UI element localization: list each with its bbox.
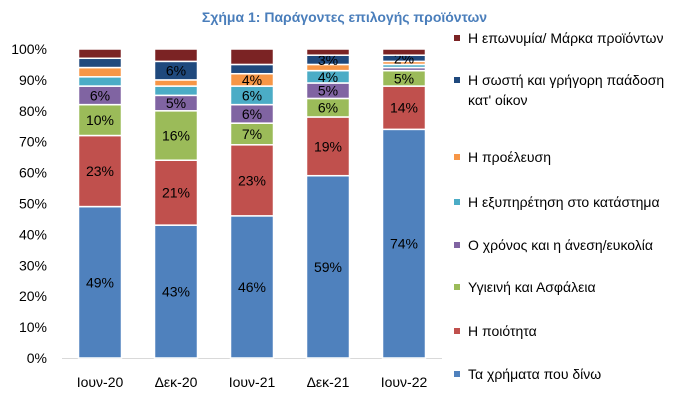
legend-swatch	[454, 199, 460, 205]
legend-label: Η εξυπηρέτηση στο κατάστημα	[468, 194, 660, 210]
legend-item: Η ποιότητα	[454, 321, 686, 341]
legend-item: Ο χρόνος και η άνεση/ευκολία	[454, 235, 686, 255]
bar-segment	[77, 48, 123, 60]
legend-swatch	[454, 154, 460, 160]
bar-segment	[153, 110, 199, 161]
bar-segment	[153, 224, 199, 359]
y-tick-label: 80%	[19, 103, 47, 119]
y-tick-label: 20%	[19, 288, 47, 304]
data-label: 7%	[242, 126, 262, 142]
x-tick-label: Ιουν-21	[229, 374, 276, 390]
bar-segment	[153, 79, 199, 87]
y-tick-label: 90%	[19, 72, 47, 88]
bar-segment	[229, 63, 275, 75]
y-tick-label: 30%	[19, 257, 47, 273]
legend-item: Τα χρήματα που δίνω	[454, 364, 686, 384]
data-label: 19%	[314, 138, 342, 154]
x-tick-label: Δεκ-21	[307, 374, 350, 390]
legend-label: Ο χρόνος και η άνεση/ευκολία	[468, 237, 654, 253]
legend-item: Η εξυπηρέτηση στο κατάστημα	[454, 192, 686, 212]
data-label: 4%	[318, 69, 338, 85]
legend-swatch	[454, 284, 460, 290]
data-label: 74%	[390, 236, 418, 252]
bar-segment	[381, 85, 427, 131]
bar-segment	[153, 159, 199, 226]
legend-item: Η σωστή και γρήγορη παάδοση κατ' οίκον	[454, 70, 686, 110]
legend-item: Η προέλευση	[454, 147, 686, 167]
data-label: 59%	[314, 259, 342, 275]
data-label: 10%	[86, 112, 114, 128]
data-label: 46%	[238, 279, 266, 295]
data-label: 6%	[318, 100, 338, 116]
y-tick-label: 60%	[19, 165, 47, 181]
chart-plot-area: 0% 10% 20% 30% 40% 50% 60% 70% 80% 90% 100% 49% 23% 1…	[11, 41, 442, 390]
data-label: 6%	[90, 87, 110, 103]
bar-segment	[305, 174, 351, 359]
legend-label: Υγιεινή και Ασφάλεια	[468, 279, 596, 295]
legend-item: Υγιεινή και Ασφάλεια	[454, 277, 686, 297]
bar-segment	[77, 76, 123, 87]
data-label: 16%	[162, 128, 190, 144]
bar-segment	[77, 134, 123, 208]
data-label: 23%	[86, 163, 114, 179]
legend-label: Η επωνυμία/ Μάρκα προϊόντων	[468, 30, 664, 46]
y-tick-label: 40%	[19, 226, 47, 242]
legend-label: Η προέλευση	[468, 149, 551, 165]
chart-title: Σχήμα 1: Παράγοντες επιλογής προϊόντων	[201, 9, 488, 25]
legend-label: Η ποιότητα	[468, 323, 537, 339]
data-label: 6%	[242, 106, 262, 122]
y-tick-label: 10%	[19, 319, 47, 335]
bar-segment	[229, 215, 275, 359]
y-tick-label: 100%	[11, 41, 47, 57]
legend-item: Η επωνυμία/ Μάρκα προϊόντων	[454, 28, 686, 48]
data-label: 6%	[242, 87, 262, 103]
bar-segment	[77, 205, 123, 359]
data-label: 14%	[390, 100, 418, 116]
data-label: 23%	[238, 172, 266, 188]
legend-swatch	[454, 242, 460, 248]
data-label: 4%	[242, 72, 262, 88]
bar-segment	[77, 57, 123, 69]
x-tick-label: Δεκ-20	[155, 374, 198, 390]
data-label: 43%	[162, 284, 190, 300]
data-label: 5%	[394, 70, 414, 86]
bar-segment	[77, 66, 123, 78]
y-tick-label: 50%	[19, 196, 47, 212]
bar-segment	[229, 48, 275, 66]
data-label: 21%	[162, 185, 190, 201]
y-tick-label: 70%	[19, 134, 47, 150]
data-label: 49%	[86, 274, 114, 290]
legend-label: Τα χρήματα που δίνω	[468, 366, 602, 382]
data-label: 5%	[318, 83, 338, 99]
legend-swatch	[454, 77, 460, 83]
bar-segment	[153, 85, 199, 97]
bar-segment	[153, 48, 199, 63]
legend-swatch	[454, 35, 460, 41]
x-tick-label: Ιουν-22	[381, 374, 428, 390]
bar-segment	[381, 48, 427, 56]
x-tick-label: Ιουν-20	[77, 374, 124, 390]
legend-swatch	[454, 371, 460, 377]
legend-label: Η σωστή και γρήγορη παάδοση κατ' οίκον	[468, 72, 665, 108]
bar-segment	[381, 128, 427, 359]
data-label: 5%	[166, 95, 186, 111]
chart-legend: Η επωνυμία/ Μάρκα προϊόντων Η σωστή και γ…	[454, 0, 686, 401]
bar-segment	[305, 48, 351, 56]
data-label: 6%	[166, 63, 186, 79]
legend-swatch	[454, 328, 460, 334]
bar-segment	[77, 103, 123, 137]
y-tick-label: 0%	[27, 350, 47, 366]
